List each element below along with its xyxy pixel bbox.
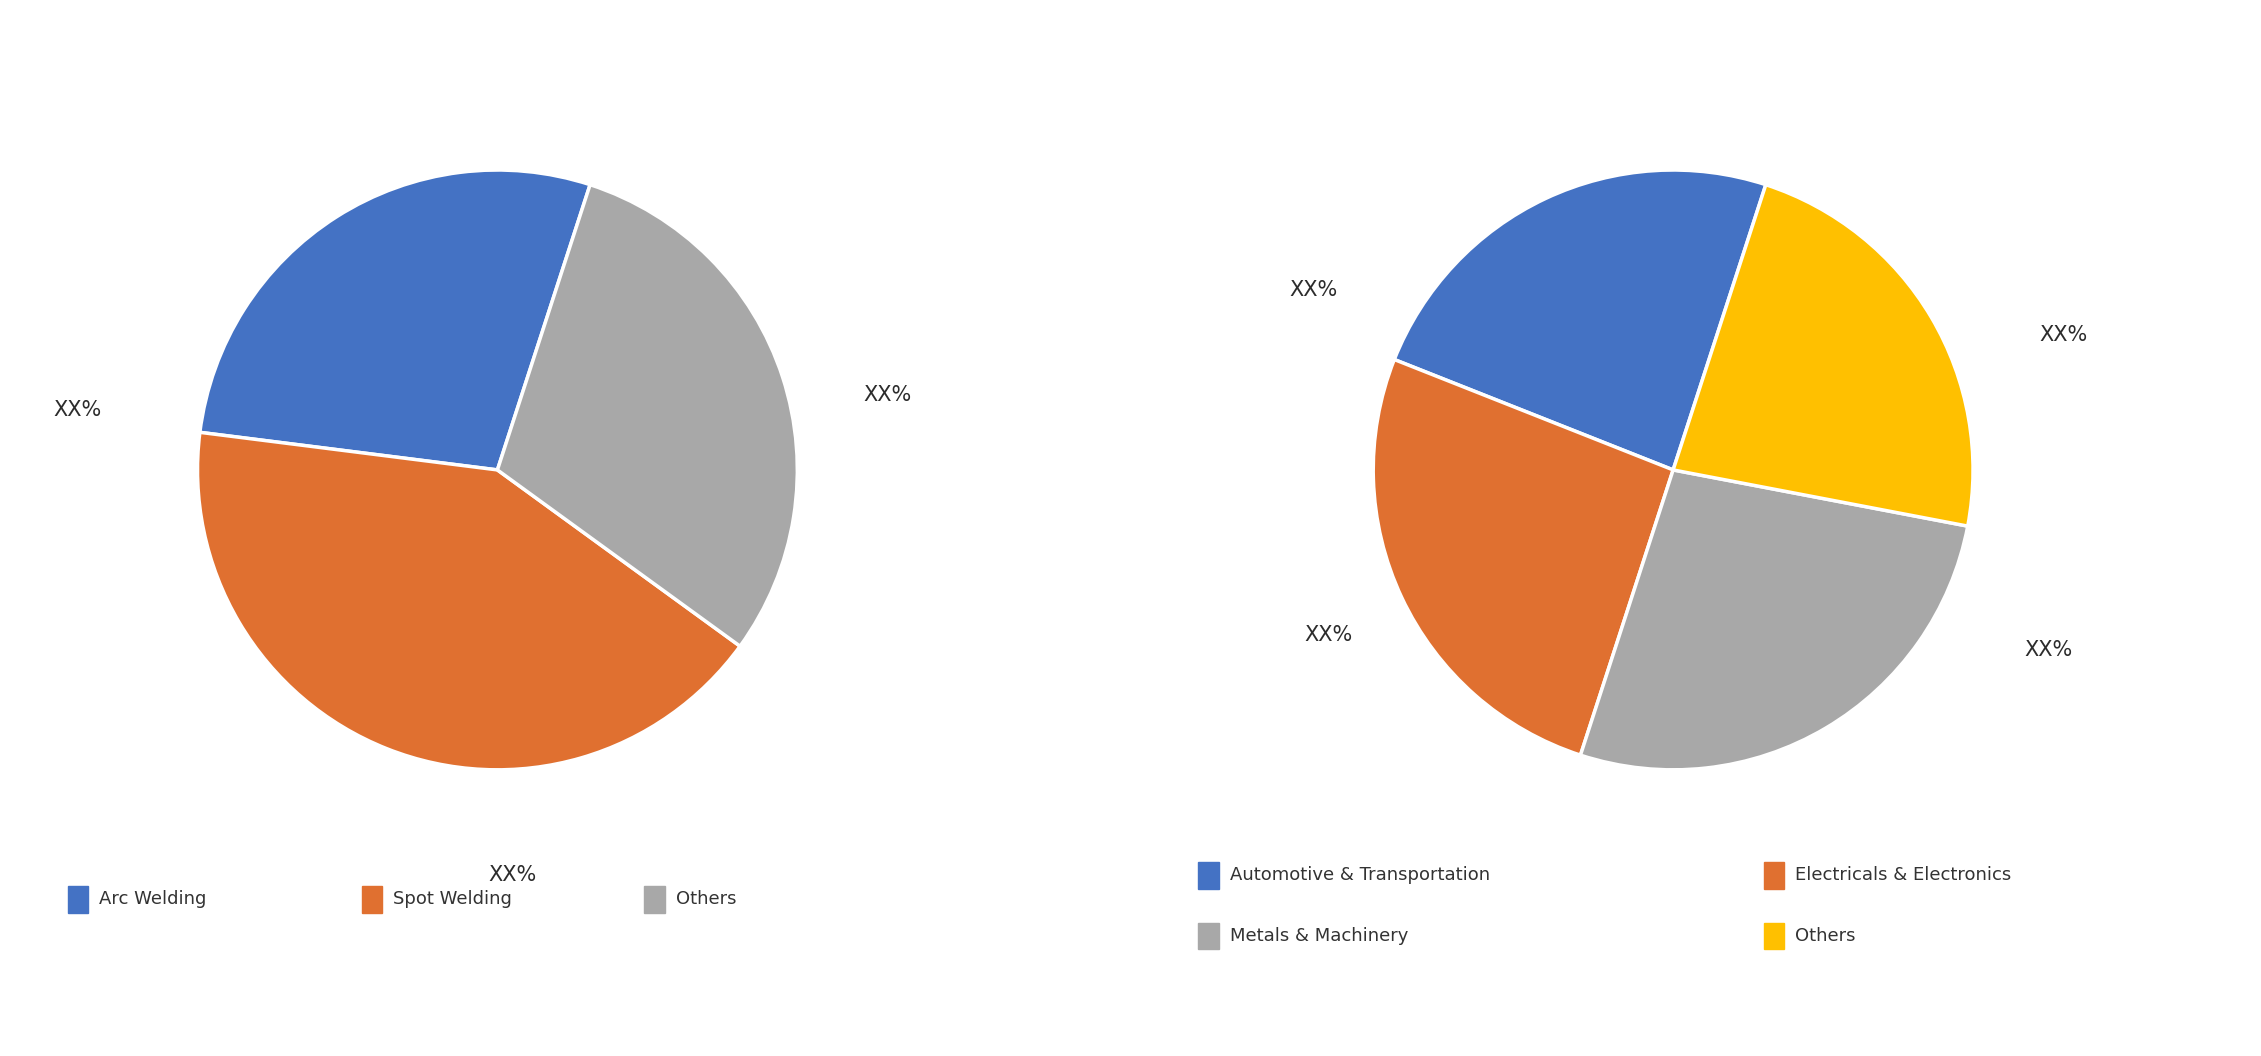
Text: XX%: XX%	[2024, 640, 2071, 660]
Text: XX%: XX%	[864, 385, 911, 404]
Bar	[1764, 862, 1784, 888]
Text: Website: www.theindustrystats.com: Website: www.theindustrystats.com	[1768, 1002, 2166, 1020]
Wedge shape	[197, 432, 739, 770]
Text: XX%: XX%	[1289, 280, 1336, 300]
Bar	[1764, 923, 1784, 949]
Text: XX%: XX%	[54, 400, 102, 420]
Wedge shape	[1395, 170, 1766, 470]
Wedge shape	[1580, 470, 1967, 770]
Text: Others: Others	[1795, 927, 1856, 945]
Wedge shape	[1372, 359, 1673, 755]
Wedge shape	[1673, 185, 1974, 526]
Bar	[68, 886, 88, 912]
Text: Arc Welding: Arc Welding	[99, 890, 206, 908]
Bar	[1198, 923, 1219, 949]
Text: Others: Others	[676, 890, 737, 908]
Text: Email: sales@theindustrystats.com: Email: sales@theindustrystats.com	[780, 1002, 1164, 1020]
Text: XX%: XX%	[1305, 625, 1352, 645]
Wedge shape	[497, 185, 798, 646]
Bar	[362, 886, 382, 912]
Text: Spot Welding: Spot Welding	[393, 890, 513, 908]
Text: Automotive & Transportation: Automotive & Transportation	[1230, 866, 1490, 884]
Text: XX%: XX%	[488, 865, 536, 885]
Text: Metals & Machinery: Metals & Machinery	[1230, 927, 1409, 945]
Text: Electricals & Electronics: Electricals & Electronics	[1795, 866, 2012, 884]
Wedge shape	[199, 170, 590, 470]
Text: Source: Theindustrystats Analysis: Source: Theindustrystats Analysis	[34, 1002, 409, 1020]
Text: XX%: XX%	[2039, 325, 2087, 345]
Text: Fig. Global Robotic Welding Market Share by Product Types & Application: Fig. Global Robotic Welding Market Share…	[27, 39, 1121, 65]
Bar	[644, 886, 665, 912]
Bar	[1198, 862, 1219, 888]
